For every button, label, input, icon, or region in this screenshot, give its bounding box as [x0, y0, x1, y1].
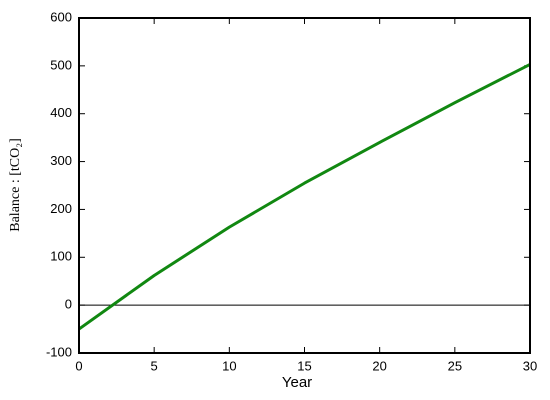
x-tick-label: 20 [372, 358, 386, 373]
y-tick-label: 500 [50, 57, 72, 72]
x-tick-label: 10 [222, 358, 236, 373]
y-tick-label: 600 [50, 9, 72, 24]
x-tick-label: 25 [448, 358, 462, 373]
x-tick-label: 0 [75, 358, 82, 373]
x-tick-label: 30 [523, 358, 537, 373]
y-axis-label: Balance : [tCO₂] [8, 138, 23, 232]
y-tick-label: -100 [46, 344, 72, 359]
plot-frame [78, 17, 531, 354]
x-tick-label: 15 [297, 358, 311, 373]
y-tick-label: 300 [50, 153, 72, 168]
data-line [78, 63, 531, 331]
y-tick-label: 200 [50, 201, 72, 216]
x-axis-label: Year [282, 374, 312, 391]
x-tick-label: 5 [151, 358, 158, 373]
y-tick-label: 400 [50, 105, 72, 120]
y-tick-label: 0 [65, 297, 72, 312]
y-tick-label: 100 [50, 249, 72, 264]
